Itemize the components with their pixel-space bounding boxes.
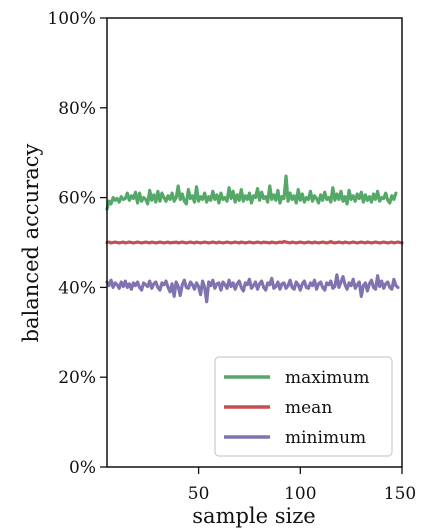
x-tick-label-1: 100: [284, 484, 316, 504]
y-axis: 0% 20% 40% 60% 80% 100%: [47, 9, 107, 478]
y-tick-label-1: 20%: [58, 368, 96, 388]
legend-label-minimum: minimum: [285, 428, 366, 448]
legend-label-maximum: maximum: [285, 368, 369, 388]
x-tick-label-2: 150: [384, 484, 416, 504]
y-axis-title: balanced accuracy: [19, 143, 43, 342]
series-line-minimum: [105, 273, 400, 304]
y-tick-label-3: 60%: [58, 189, 96, 209]
legend: maximum mean minimum: [214, 356, 393, 457]
x-axis-title: sample size: [192, 504, 315, 528]
y-tick-label-5: 100%: [47, 9, 96, 29]
x-tick-label-0: 50: [188, 484, 210, 504]
y-tick-label-0: 0%: [69, 458, 96, 478]
x-axis: 50 100 150: [188, 467, 416, 504]
plot-lines: [105, 174, 404, 304]
legend-box: [214, 356, 393, 457]
y-tick-label-4: 80%: [58, 99, 96, 119]
series-line-maximum: [105, 174, 398, 211]
plot-frame: [106, 17, 403, 468]
y-tick-label-2: 40%: [58, 278, 96, 298]
series-line-mean: [105, 240, 404, 245]
legend-label-mean: mean: [285, 398, 332, 418]
